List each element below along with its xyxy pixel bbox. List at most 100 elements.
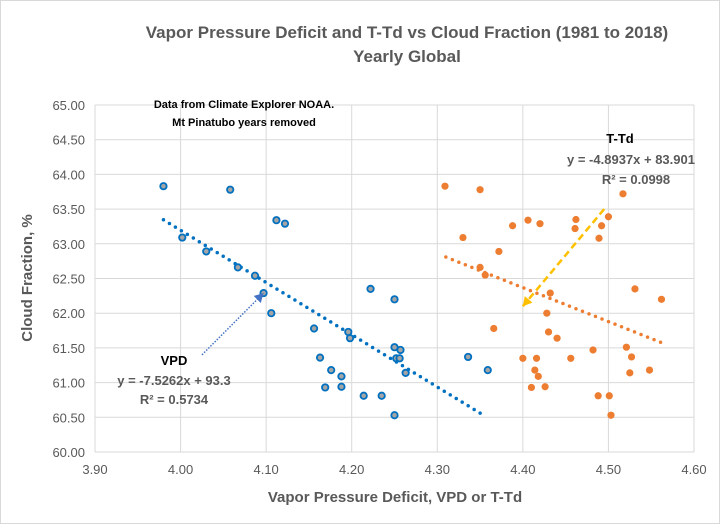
vpd-point xyxy=(396,345,405,355)
y-tick-label: 62.00 xyxy=(52,306,85,321)
x-tick-label: 4.60 xyxy=(681,462,706,477)
ttd-point xyxy=(604,213,613,221)
y-tick-label: 60.00 xyxy=(52,445,85,460)
ttd-point xyxy=(490,324,498,333)
ttd-point xyxy=(572,215,580,224)
ttd-point xyxy=(605,392,613,400)
ttd-point xyxy=(544,328,553,336)
vpd-point xyxy=(327,366,336,375)
x-tick-label: 4.10 xyxy=(253,462,278,477)
vpd-point xyxy=(226,185,235,194)
ttd-point xyxy=(571,224,579,233)
chart-title: Vapor Pressure Deficit and T-Td vs Cloud… xyxy=(146,23,668,42)
ttd-point xyxy=(534,372,542,380)
x-axis-label: Vapor Pressure Deficit, VPD or T-Td xyxy=(268,489,522,506)
ttd-point xyxy=(546,289,554,297)
vpd-equation: y = -7.5262x + 93.3 xyxy=(117,373,230,388)
ttd-point xyxy=(536,220,544,228)
vpd-point xyxy=(345,334,355,343)
vpd-point xyxy=(395,354,404,363)
ttd-point xyxy=(481,271,489,279)
y-tick-label: 62.50 xyxy=(52,272,85,287)
chart-subtitle: Yearly Global xyxy=(353,47,461,66)
ttd-equation: y = -4.8937x + 83.901 xyxy=(567,152,695,167)
ttd-pointer-arrow xyxy=(521,208,606,308)
label-arrows xyxy=(201,208,606,356)
vpd-point xyxy=(483,366,492,375)
ttd-point xyxy=(595,234,603,242)
ttd-point xyxy=(508,222,517,230)
vpd-point xyxy=(309,324,319,333)
vpd-point xyxy=(359,391,368,400)
vpd-point xyxy=(390,411,399,420)
vpd-point xyxy=(233,263,243,272)
y-tick-label: 61.00 xyxy=(52,376,85,391)
y-tick-label: 64.50 xyxy=(52,133,85,148)
vpd-r-squared: R² = 0.5734 xyxy=(140,392,209,407)
vpd-point xyxy=(250,271,260,280)
x-tick-label: 3.90 xyxy=(82,462,107,477)
vpd-point xyxy=(337,382,346,391)
y-tick-label: 65.00 xyxy=(52,98,85,113)
x-tick-label: 4.50 xyxy=(596,462,621,477)
ttd-point xyxy=(476,263,484,271)
ttd-point xyxy=(657,295,666,303)
vpd-pointer-arrowhead xyxy=(253,293,264,303)
vpd-point xyxy=(267,309,276,318)
ttd-pointer-arrowhead xyxy=(522,296,533,307)
ttd-point xyxy=(607,411,615,419)
y-axis-label: Cloud Fraction, % xyxy=(19,214,36,342)
vpd-series-label: VPD xyxy=(161,353,188,368)
vpd-point xyxy=(377,391,386,400)
ttd-point xyxy=(541,383,549,391)
ttd-point xyxy=(441,182,449,190)
trendlines xyxy=(161,218,664,418)
x-tick-label: 4.30 xyxy=(425,462,450,477)
x-axis-ticks: 3.90 4.00 4.10 4.20 4.30 4.40 4.50 4.60 xyxy=(82,462,706,477)
ttd-point xyxy=(553,334,561,342)
vpd-pointer-arrow xyxy=(201,292,265,356)
ttd-point xyxy=(527,383,536,392)
vpd-point xyxy=(272,216,281,225)
vpd-point xyxy=(321,383,330,392)
ttd-r-squared: R² = 0.0998 xyxy=(602,172,670,187)
ttd-point xyxy=(531,366,539,374)
x-tick-label: 4.40 xyxy=(510,462,535,477)
ttd-point xyxy=(622,343,630,351)
gridlines xyxy=(94,104,695,453)
ttd-point xyxy=(627,353,636,361)
ttd-point xyxy=(459,233,467,242)
ttd-point xyxy=(476,186,484,194)
annotation-line-2: Mt Pinatubo years removed xyxy=(172,117,316,129)
y-tick-label: 61.50 xyxy=(52,341,85,356)
ttd-point xyxy=(495,247,503,256)
ttd-series-label: T-Td xyxy=(606,131,633,146)
ttd-point xyxy=(645,366,654,374)
annotation-line-1: Data from Climate Explorer NOAA. xyxy=(154,99,334,111)
vpd-point xyxy=(390,295,399,304)
data-points xyxy=(159,182,666,420)
ttd-point xyxy=(532,354,541,362)
y-tick-label: 64.00 xyxy=(52,167,85,182)
vpd-trendline xyxy=(161,218,487,418)
ttd-point xyxy=(543,309,551,317)
y-tick-label: 63.00 xyxy=(52,237,85,252)
vpd-point xyxy=(337,372,346,381)
vpd-point xyxy=(178,233,187,242)
y-tick-label: 60.50 xyxy=(52,410,85,425)
x-tick-label: 4.00 xyxy=(168,462,193,477)
vpd-point xyxy=(202,247,211,256)
vpd-point xyxy=(315,353,325,362)
ttd-point xyxy=(594,392,602,400)
vpd-point xyxy=(366,284,375,294)
ttd-point xyxy=(524,216,532,224)
ttd-point xyxy=(567,354,575,362)
ttd-point xyxy=(631,285,639,293)
ttd-point xyxy=(619,190,627,198)
ttd-point xyxy=(597,222,606,230)
vpd-point xyxy=(280,219,290,228)
ttd-point xyxy=(519,354,527,362)
vpd-point xyxy=(401,368,410,377)
